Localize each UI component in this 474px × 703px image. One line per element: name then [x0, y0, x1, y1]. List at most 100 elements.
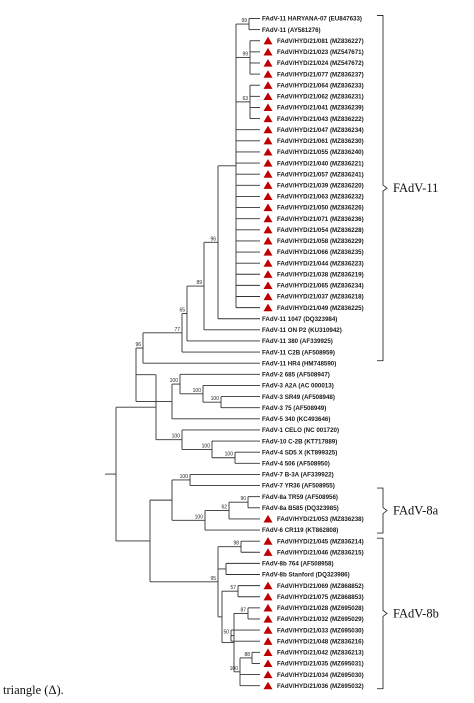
- triangle-marker-icon: [263, 103, 273, 112]
- leaf-label: FAdV/HYD/21/043 (MZ836222): [277, 116, 364, 123]
- triangle-marker-icon: [263, 514, 273, 523]
- leaf-label: FAdV/HYD/21/055 (MZ836240): [277, 149, 364, 156]
- leaf-label: FAdV-11 HR4 (HM748590): [262, 360, 336, 367]
- leaf-label: FAdV-5 340 (KC493646): [262, 416, 330, 423]
- bootstrap-value: 96: [135, 342, 141, 348]
- leaf-label: FAdV/HYD/21/048 (MZ836216): [277, 638, 364, 645]
- bootstrap-value: 100: [172, 434, 181, 440]
- leaf-label: FAdV/HYD/21/047 (MZ836234): [277, 127, 364, 134]
- triangle-marker-icon: [263, 47, 273, 56]
- leaf-label: FAdV/HYD/21/053 (MZ836238): [277, 516, 364, 523]
- leaf-label: FAdV/HYD/21/036 (MZ695032): [277, 683, 364, 690]
- triangle-marker-icon: [263, 181, 273, 189]
- leaf-label: FAdV/HYD/21/049 (MZ836225): [277, 305, 364, 312]
- leaf-label: FAdV-11 (AY581276): [262, 27, 321, 34]
- leaf-label: FAdV-4 SD5 X (KT899325): [262, 449, 337, 456]
- triangle-marker-icon: [263, 270, 273, 278]
- bootstrap-value: 90: [240, 496, 246, 502]
- triangle-marker-icon: [263, 36, 273, 45]
- bootstrap-value: 87: [240, 607, 246, 613]
- triangle-marker-icon: [263, 603, 273, 612]
- leaf-label: FAdV/HYD/21/054 (MZ836228): [277, 227, 364, 234]
- leaf-label: FAdV/HYD/21/041 (MZ836239): [277, 105, 364, 112]
- bootstrap-value: 100: [180, 474, 189, 480]
- triangle-marker-icon: [263, 259, 273, 267]
- triangle-marker-icon: [263, 637, 273, 645]
- leaf-label: FAdV-11 ON P2 (KU310942): [262, 327, 342, 334]
- leaf-label: FAdV-7 B-3A (AF339922): [262, 472, 334, 479]
- leaf-label: FAdV-8b Stanford (DQ323986): [262, 572, 350, 579]
- bootstrap-value: 89: [196, 280, 202, 286]
- triangle-marker-icon: [263, 681, 273, 690]
- leaf-label: FAdV/HYD/21/064 (MZ836233): [277, 82, 364, 89]
- clade-bracket: [377, 487, 388, 534]
- triangle-marker-icon: [263, 70, 273, 78]
- triangle-marker-icon: [263, 537, 273, 545]
- bootstrap-value: 77: [174, 327, 180, 333]
- triangle-marker-icon: [263, 592, 273, 601]
- leaf-label: FAdV/HYD/21/045 (MZ836214): [277, 538, 364, 545]
- leaf-label: FAdV/HYD/21/044 (MZ836223): [277, 260, 364, 267]
- leaf-label: FAdV/HYD/21/039 (MZ836220): [277, 183, 364, 190]
- leaf-label: FAdV/HYD/21/061 (MZ836230): [277, 138, 364, 145]
- bootstrap-value: 65: [179, 308, 185, 314]
- triangle-marker-icon: [263, 114, 273, 123]
- leaf-label: FAdV/HYD/21/062 (MZ836231): [277, 94, 364, 101]
- triangle-marker-icon: [263, 281, 273, 289]
- bootstrap-value: 100: [225, 452, 234, 458]
- leaf-label: FAdV/HYD/21/033 (MZ695030): [277, 627, 364, 634]
- bootstrap-value: 100: [195, 514, 204, 520]
- bootstrap-value: 99: [241, 18, 247, 24]
- leaf-label: FAdV/HYD/21/035 (MZ695031): [277, 661, 364, 668]
- triangle-marker-icon: [263, 292, 273, 301]
- triangle-marker-icon: [263, 192, 273, 201]
- leaf-label: FAdV/HYD/21/071 (MZ836236): [277, 216, 364, 223]
- triangle-marker-icon: [263, 581, 273, 590]
- leaf-label: FAdV-2 685 (AF508947): [262, 372, 330, 379]
- bootstrap-value: 96: [210, 236, 216, 242]
- triangle-marker-icon: [263, 203, 273, 212]
- triangle-marker-icon: [263, 225, 273, 234]
- leaf-label: FAdV-1 CELO (NC 001720): [262, 427, 339, 434]
- triangle-marker-icon: [263, 147, 273, 156]
- leaf-label: FAdV/HYD/21/063 (MZ836232): [277, 194, 364, 201]
- leaf-label: FAdV-10 C-2B (KT717889): [262, 438, 337, 445]
- clade-label: FAdV-11: [393, 181, 438, 195]
- bootstrap-value: 100: [170, 378, 179, 384]
- leaf-label: FAdV/HYD/21/040 (MZ836221): [277, 160, 364, 167]
- bootstrap-value: 100: [193, 388, 202, 394]
- bootstrap-value: 62: [221, 505, 227, 511]
- leaf-label: FAdV-6 CR119 (KT862808): [262, 527, 338, 534]
- figure-caption-fragment: triangle (Δ).: [3, 683, 64, 697]
- leaf-label: FAdV/HYD/21/066 (MZ836235): [277, 249, 364, 256]
- leaf-label: FAdV/HYD/21/075 (MZ868853): [277, 594, 364, 601]
- bootstrap-value: 50: [223, 630, 229, 636]
- triangle-marker-icon: [263, 659, 273, 668]
- leaf-label: FAdV-4 506 (AF508950): [262, 461, 330, 468]
- leaf-label: FAdV/HYD/21/057 (MZ836241): [277, 171, 364, 178]
- leaf-label: FAdV-8a B585 (DQ323985): [262, 505, 339, 512]
- clade-label: FAdV-8b: [393, 606, 439, 620]
- leaf-label: FAdV-11 HARYANA-07 (EU847633): [262, 16, 362, 23]
- triangle-marker-icon: [263, 626, 273, 634]
- leaf-label: FAdV/HYD/21/069 (MZ868852): [277, 583, 364, 590]
- triangle-marker-icon: [263, 136, 273, 145]
- leaf-label: FAdV/HYD/21/077 (MZ836237): [277, 71, 364, 78]
- leaf-label: FAdV-3 SR49 (AF508948): [262, 394, 335, 401]
- bootstrap-value: 99: [242, 51, 248, 57]
- leaf-label: FAdV/HYD/21/058 (MZ836229): [277, 238, 364, 245]
- leaf-label: FAdV-8b 764 (AF508958): [262, 561, 334, 568]
- leaf-label: FAdV/HYD/21/023 (MZ547671): [277, 49, 364, 56]
- leaf-label: FAdV/HYD/21/081 (MZ836227): [277, 38, 364, 45]
- triangle-marker-icon: [263, 125, 273, 134]
- triangle-marker-icon: [263, 214, 273, 223]
- triangle-marker-icon: [263, 303, 273, 312]
- leaf-label: FAdV/HYD/21/050 (MZ836226): [277, 205, 364, 212]
- leaf-label: FAdV/HYD/21/046 (MZ836215): [277, 549, 364, 556]
- bootstrap-value: 95: [210, 576, 216, 582]
- triangle-marker-icon: [263, 248, 273, 256]
- triangle-marker-icon: [263, 81, 273, 89]
- leaf-label: FAdV/HYD/21/037 (MZ836218): [277, 294, 364, 301]
- bootstrap-value: 100: [211, 396, 220, 402]
